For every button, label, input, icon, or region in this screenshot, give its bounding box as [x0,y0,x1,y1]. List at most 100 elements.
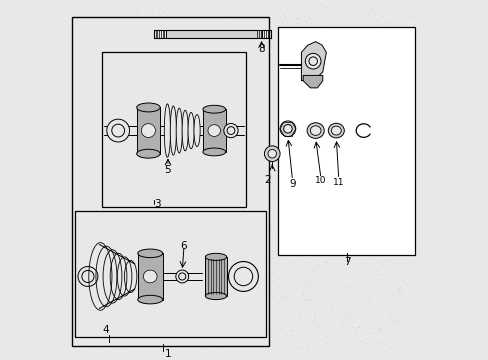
Point [192,300,200,306]
Point [299,63,307,69]
Point [136,160,144,166]
Point [292,208,300,214]
Point [377,186,385,192]
Point [400,276,408,282]
Point [355,72,363,77]
Point [324,132,331,138]
Point [319,259,327,265]
Point [374,186,382,192]
Point [338,197,346,202]
Point [172,54,180,60]
Point [169,267,177,273]
Point [373,311,381,317]
Point [72,97,80,103]
Point [146,336,154,342]
Point [338,102,346,108]
Point [111,221,119,227]
Point [234,306,242,311]
Point [173,319,181,325]
Point [90,289,98,295]
Point [105,103,113,108]
Point [366,266,374,272]
Point [344,40,352,46]
Circle shape [112,124,124,137]
Point [353,133,361,139]
Point [205,336,213,341]
Point [218,247,226,253]
Point [117,234,125,240]
Point [127,75,135,80]
Point [109,85,117,90]
Point [97,320,105,326]
Point [121,46,129,52]
Point [144,216,152,221]
Point [125,58,133,64]
Point [186,67,194,72]
Point [308,267,316,273]
Point [245,156,253,162]
Point [303,171,311,177]
Point [119,320,126,325]
Point [207,118,215,124]
Point [405,218,413,224]
Point [339,240,347,246]
Point [295,73,303,79]
Point [378,187,386,193]
Point [160,266,168,272]
Point [66,263,74,269]
Point [374,243,382,249]
Point [84,222,92,228]
Point [85,128,93,134]
Point [263,309,270,315]
Point [369,330,377,336]
Point [153,121,161,126]
Point [80,284,88,290]
Point [405,319,413,324]
Point [290,226,298,232]
Point [215,195,223,201]
Point [124,171,132,176]
Point [303,90,310,95]
Point [226,86,234,92]
Point [81,207,89,213]
Point [91,314,99,320]
Point [264,102,272,107]
Point [205,27,213,33]
Point [149,139,157,145]
Point [118,99,126,105]
Point [411,91,419,96]
Point [375,326,383,332]
Point [237,41,244,46]
Point [278,104,286,109]
Point [394,23,402,29]
Point [399,195,407,201]
Point [366,263,373,269]
Point [192,324,200,330]
Point [288,219,296,224]
Point [104,337,112,342]
Point [200,9,208,15]
Point [102,337,110,342]
Point [151,121,159,126]
Point [97,219,105,225]
Point [316,320,324,325]
Point [411,258,419,264]
Point [218,192,226,197]
Point [336,60,344,66]
Point [343,39,351,45]
Point [315,106,323,112]
Point [136,262,144,268]
Point [159,195,166,201]
Point [133,145,141,151]
Point [174,261,182,267]
Point [176,157,184,163]
Point [411,16,419,22]
Point [360,109,368,115]
Point [237,208,245,213]
Point [386,305,394,311]
Point [180,265,188,270]
Point [317,119,325,125]
Point [179,3,187,8]
Point [305,239,313,244]
Point [111,34,119,40]
